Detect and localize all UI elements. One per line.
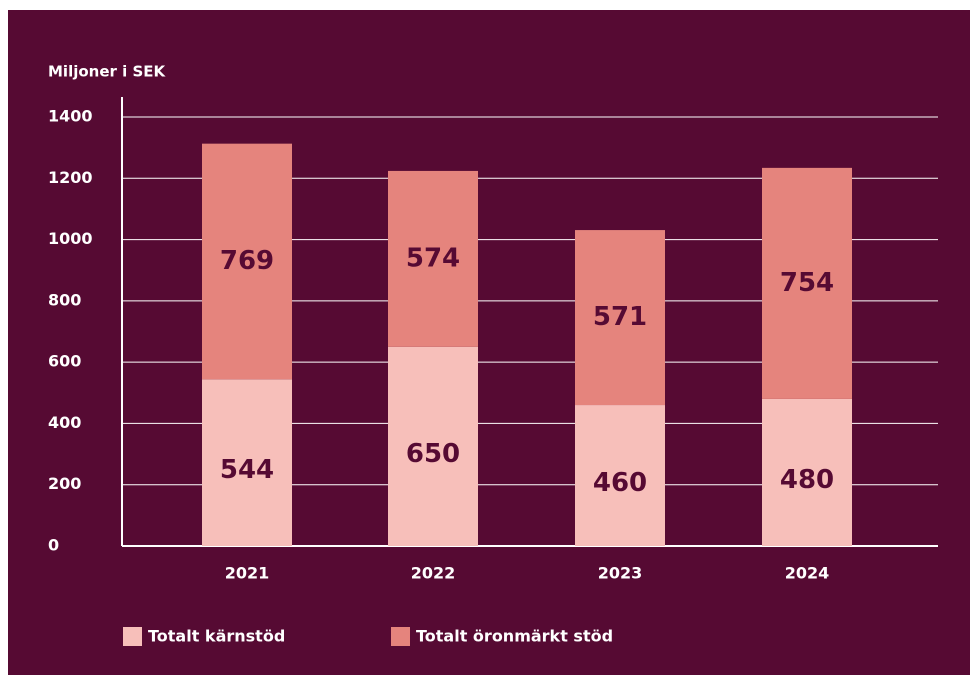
y-tick-label: 1000 [48,229,93,248]
bar-segment [388,170,478,347]
y-tick-label: 1200 [48,168,93,187]
data-label: 650 [406,439,460,469]
y-axis-label: Miljoner i SEK [48,63,167,81]
data-label: 754 [780,268,834,298]
x-tick-label: 2021 [225,564,270,583]
y-tick-label: 0 [48,536,59,555]
y-tick-label: 1400 [48,107,93,126]
bar-segment [202,143,292,380]
data-label: 574 [406,243,460,273]
bar-segment [762,167,852,399]
data-label: 769 [220,246,274,276]
bar-segment [762,398,852,546]
legend-label: Totalt kärnstöd [148,627,285,646]
data-label: 544 [220,455,274,485]
y-tick-label: 200 [48,474,81,493]
y-tick-label: 600 [48,352,81,371]
data-label: 480 [780,465,834,495]
x-tick-label: 2022 [411,564,456,583]
bar-segment [388,346,478,546]
y-tick-label: 400 [48,413,81,432]
legend-label: Totalt öronmärkt stöd [416,627,613,646]
data-label: 571 [593,302,647,332]
x-tick-label: 2023 [598,564,643,583]
x-tick-label: 2024 [785,564,830,583]
bar-segment [575,230,665,406]
legend-swatch [391,627,410,646]
legend-swatch [123,627,142,646]
bar-segment [575,405,665,546]
data-label: 460 [593,468,647,498]
y-tick-label: 800 [48,290,81,309]
bar-segment [202,379,292,546]
